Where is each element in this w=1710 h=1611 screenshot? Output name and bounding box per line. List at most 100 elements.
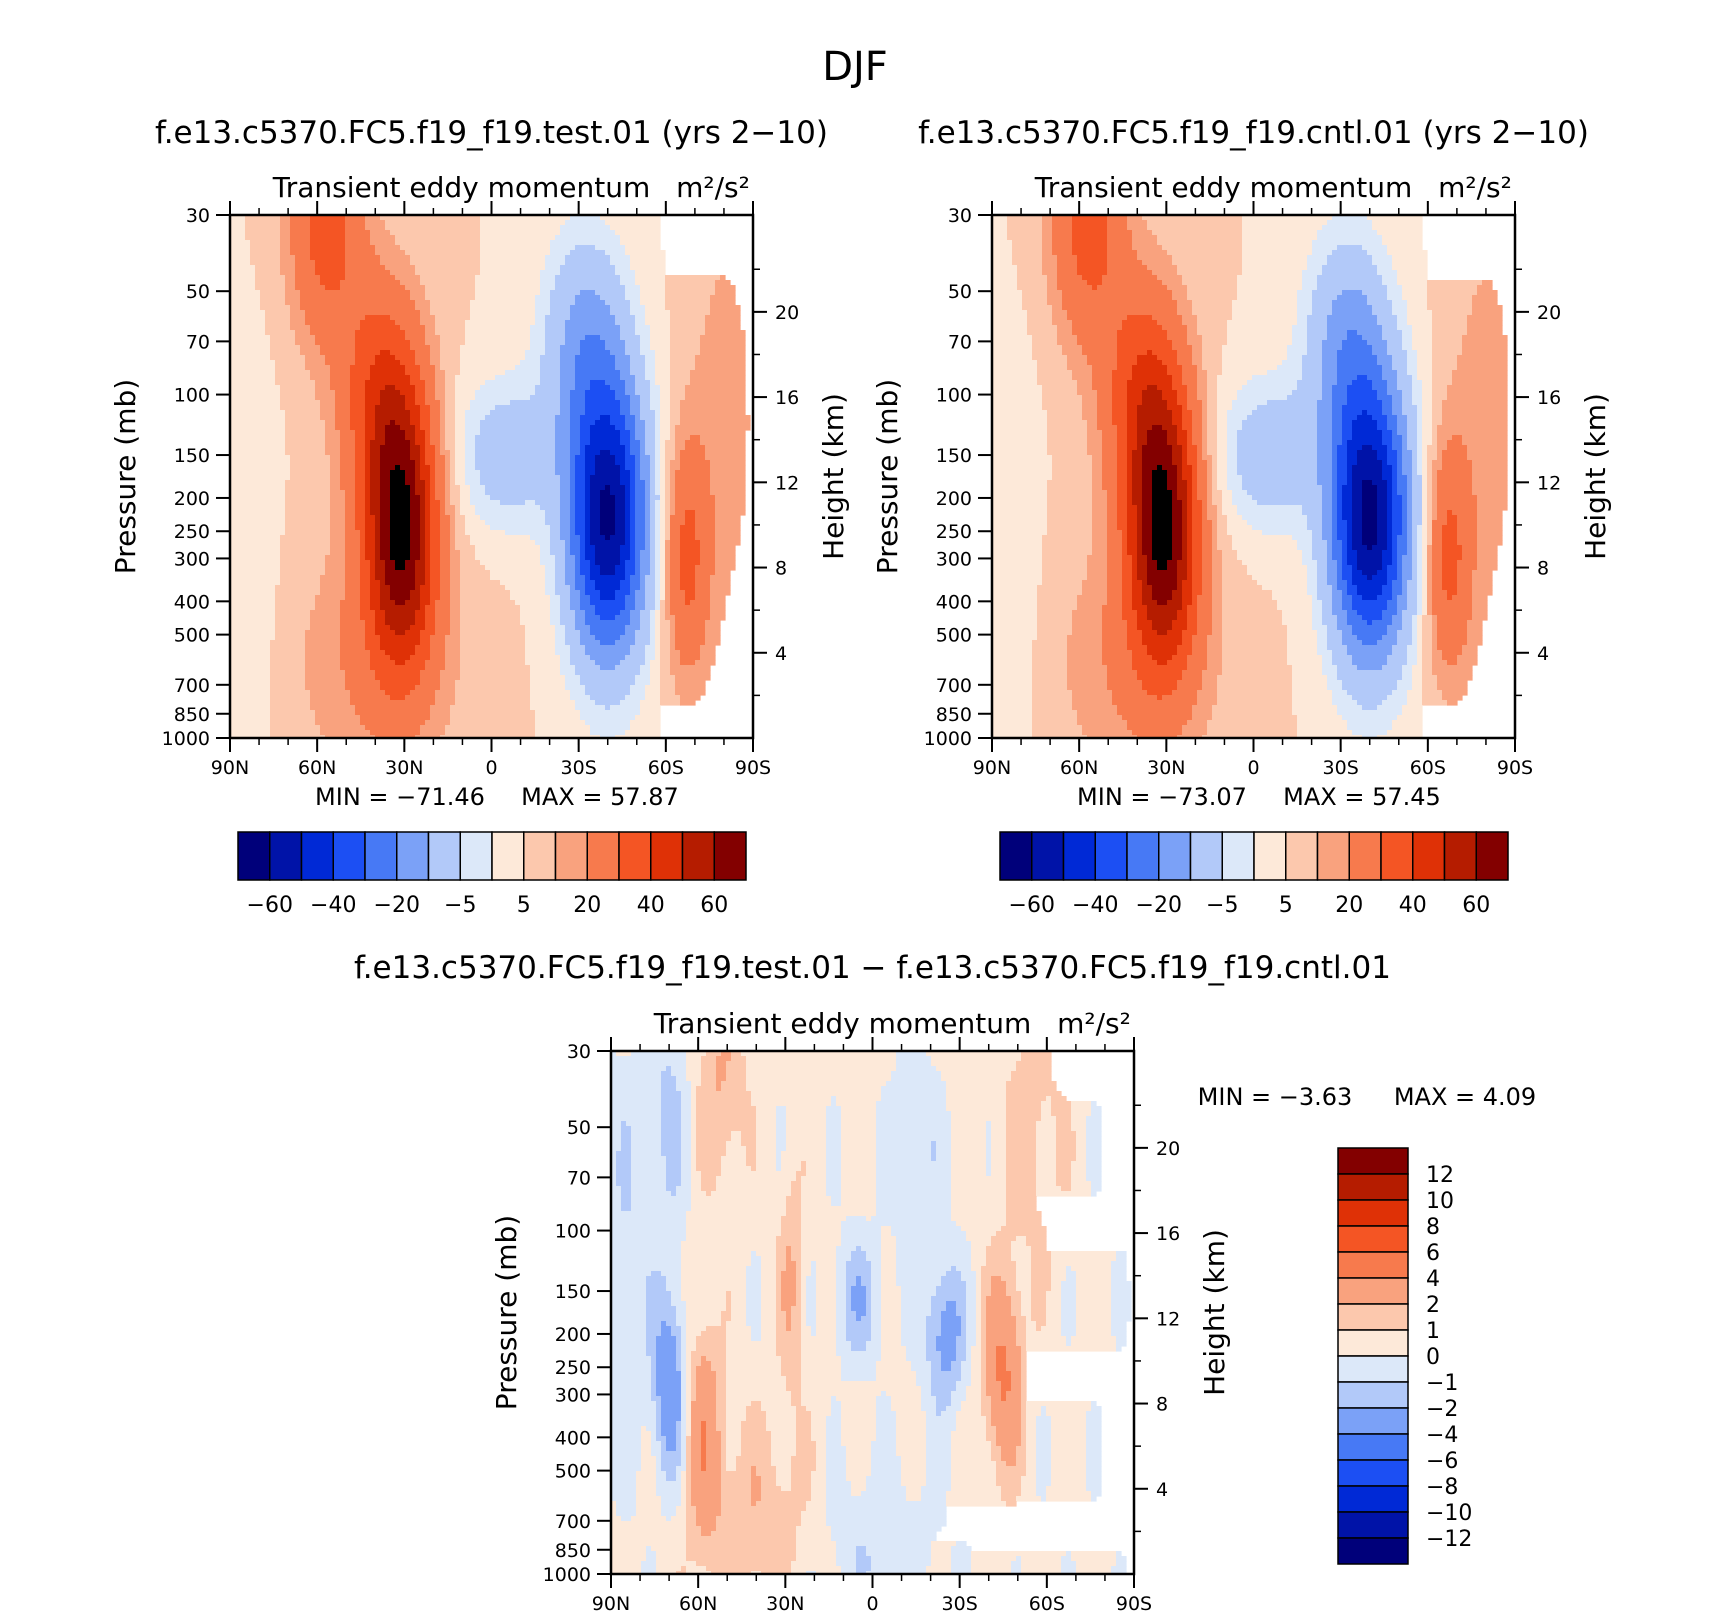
colorbar-label: 2	[1426, 1293, 1440, 1318]
min-label: MIN = −73.07	[1077, 783, 1247, 811]
x-tick-label: 90N	[973, 757, 1011, 779]
y-axis-title: Pressure (mb)	[490, 1215, 523, 1410]
y2-tick-label: 8	[1156, 1394, 1168, 1416]
variable-label: Transient eddy momentum	[272, 171, 651, 204]
colorbar-label: 40	[637, 893, 665, 918]
colorbar-label: 1	[1426, 1319, 1440, 1344]
panels: f.e13.c5370.FC5.f19_f19.test.01 (yrs 2−1…	[109, 115, 1612, 1611]
x-tick-label: 30S	[942, 1593, 978, 1611]
figure-title: DJF	[822, 44, 888, 90]
x-tick-label: 60S	[1410, 757, 1446, 779]
units-label: m²/s²	[1057, 1007, 1131, 1040]
y-tick-label: 250	[936, 521, 972, 543]
colorbar-label: −6	[1426, 1449, 1458, 1474]
colorbar-cell	[999, 831, 1033, 881]
colorbar-label: 6	[1426, 1241, 1440, 1266]
colorbar-label: 60	[700, 893, 728, 918]
colorbar-cell	[1337, 1147, 1409, 1175]
colorbar-cell	[1337, 1251, 1409, 1279]
y-tick-label: 100	[936, 385, 972, 407]
colorbar-cell	[1337, 1329, 1409, 1357]
colorbar-cell	[1337, 1511, 1409, 1539]
colorbar-label: −1	[1426, 1371, 1458, 1396]
colorbar-label: 60	[1462, 893, 1490, 918]
colorbar-label: −8	[1426, 1475, 1458, 1500]
y-tick-label: 200	[174, 488, 210, 510]
colorbar-cell	[523, 831, 557, 881]
min-label: MIN = −3.63	[1198, 1083, 1353, 1111]
colorbar-cell	[650, 831, 684, 881]
y2-tick-label: 16	[775, 387, 799, 409]
y-tick-label: 150	[936, 445, 972, 467]
colorbar-cell	[396, 831, 430, 881]
y2-tick-label: 12	[1537, 472, 1561, 494]
colorbar-label: −20	[1136, 893, 1182, 918]
y-tick-label: 700	[174, 675, 210, 697]
colorbar-label: 12	[1426, 1163, 1454, 1188]
colorbar-cell	[1337, 1381, 1409, 1409]
y-tick-label: 400	[174, 591, 210, 613]
colorbar-label: −20	[374, 893, 420, 918]
colorbar-label: −5	[444, 893, 476, 918]
panel-title: f.e13.c5370.FC5.f19_f19.test.01 − f.e13.…	[354, 950, 1391, 986]
y-tick-label: 500	[174, 625, 210, 647]
x-tick-label: 60N	[679, 1593, 717, 1611]
variable-label: Transient eddy momentum	[1034, 171, 1413, 204]
y2-tick-label: 12	[1156, 1308, 1180, 1330]
contour-field	[611, 1051, 1132, 1574]
y-tick-label: 850	[555, 1540, 591, 1562]
colorbar-cell	[459, 831, 493, 881]
colorbar-cell	[618, 831, 652, 881]
panel-cntl: f.e13.c5370.FC5.f19_f19.cntl.01 (yrs 2−1…	[871, 115, 1612, 918]
y-tick-label: 30	[567, 1041, 591, 1063]
colorbar-cell	[1337, 1485, 1409, 1513]
x-tick-label: 0	[485, 757, 497, 779]
colorbar-label: −12	[1426, 1527, 1472, 1552]
colorbar-label: −60	[1009, 893, 1055, 918]
colorbar-cell	[1062, 831, 1096, 881]
y-tick-label: 50	[186, 281, 210, 303]
colorbar-cell	[1094, 831, 1128, 881]
y2-tick-label: 16	[1537, 387, 1561, 409]
colorbar-cell	[1337, 1225, 1409, 1253]
colorbar-cell	[427, 831, 461, 881]
y2-tick-label: 4	[775, 643, 787, 665]
x-tick-label: 90N	[211, 757, 249, 779]
colorbar-cell	[1337, 1277, 1409, 1305]
y-tick-label: 150	[555, 1281, 591, 1303]
x-tick-label: 30N	[766, 1593, 804, 1611]
colorbar-cell	[1380, 831, 1414, 881]
y-tick-label: 250	[174, 521, 210, 543]
y-tick-label: 500	[555, 1461, 591, 1483]
colorbar-cell	[269, 831, 303, 881]
y-tick-label: 70	[186, 331, 210, 353]
y-tick-label: 300	[936, 548, 972, 570]
y-tick-label: 100	[174, 385, 210, 407]
y-tick-label: 400	[936, 591, 972, 613]
y-axis-title: Pressure (mb)	[871, 379, 904, 574]
colorbar-label: 5	[517, 893, 531, 918]
colorbar-label: 8	[1426, 1215, 1440, 1240]
y-tick-label: 700	[555, 1511, 591, 1533]
colorbar-cell	[586, 831, 620, 881]
panel-title: f.e13.c5370.FC5.f19_f19.test.01 (yrs 2−1…	[155, 115, 828, 151]
x-tick-label: 30N	[385, 757, 423, 779]
colorbar-label: −40	[1072, 893, 1118, 918]
y-tick-label: 30	[948, 205, 972, 227]
min-label: MIN = −71.46	[315, 783, 485, 811]
colorbar-cell	[681, 831, 715, 881]
y-tick-label: 500	[936, 625, 972, 647]
colorbar-cell	[1337, 1199, 1409, 1227]
y-tick-label: 850	[174, 704, 210, 726]
colorbar-label: −4	[1426, 1423, 1458, 1448]
x-tick-label: 30S	[561, 757, 597, 779]
y-tick-label: 400	[555, 1427, 591, 1449]
colorbar-cell	[1126, 831, 1160, 881]
colorbar-cell	[1337, 1459, 1409, 1487]
y2-axis-title: Height (km)	[1579, 393, 1612, 560]
y-tick-label: 50	[948, 281, 972, 303]
y2-tick-label: 8	[775, 558, 787, 580]
colorbar-label: −10	[1426, 1501, 1472, 1526]
